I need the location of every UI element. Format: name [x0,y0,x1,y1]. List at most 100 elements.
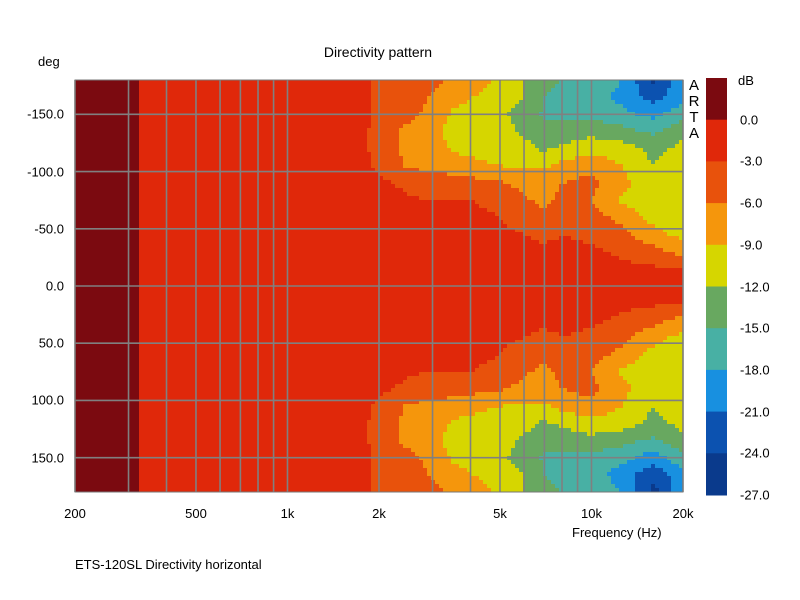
heatmap-cell [111,104,116,109]
heatmap-cell [103,120,108,125]
heatmap-cell [287,152,292,157]
heatmap-cell [671,148,676,153]
heatmap-cell [643,160,648,165]
heatmap-cell [187,164,192,169]
heatmap-cell [607,124,612,129]
heatmap-cell [235,80,240,85]
heatmap-cell [563,184,568,189]
heatmap-cell [335,156,340,161]
heatmap-cell [435,180,440,185]
heatmap-cell [347,188,352,193]
heatmap-cell [247,188,252,193]
heatmap-cell [383,116,388,121]
heatmap-cell [123,156,128,161]
heatmap-cell [355,108,360,113]
heatmap-cell [79,120,84,125]
heatmap-cell [243,184,248,189]
heatmap-cell [99,156,104,161]
heatmap-cell [323,180,328,185]
heatmap-cell [83,152,88,157]
heatmap-cell [283,160,288,165]
heatmap-cell [75,160,80,165]
heatmap-cell [615,124,620,129]
heatmap-cell [487,168,492,173]
heatmap-cell [467,184,472,189]
heatmap-cell [199,148,204,153]
heatmap-cell [119,188,124,193]
heatmap-cell [91,132,96,137]
heatmap-cell [179,156,184,161]
heatmap-cell [103,200,108,205]
heatmap-cell [131,140,136,145]
heatmap-cell [675,168,680,173]
heatmap-cell [299,176,304,181]
heatmap-cell [455,192,460,197]
heatmap-cell [671,144,676,149]
heatmap-cell [515,104,520,109]
heatmap-cell [359,132,364,137]
heatmap-cell [399,144,404,149]
heatmap-cell [471,124,476,129]
heatmap-cell [307,96,312,101]
heatmap-cell [303,148,308,153]
heatmap-cell [171,204,176,209]
heatmap-cell [159,148,164,153]
heatmap-cell [371,88,376,93]
heatmap-cell [479,180,484,185]
heatmap-cell [243,88,248,93]
heatmap-cell [483,192,488,197]
heatmap-cell [447,120,452,125]
heatmap-cell [219,100,224,105]
heatmap-cell [183,196,188,201]
heatmap-cell [147,104,152,109]
heatmap-cell [591,168,596,173]
heatmap-cell [363,148,368,153]
heatmap-cell [227,192,232,197]
heatmap-cell [103,172,108,177]
heatmap-cell [655,136,660,141]
heatmap-cell [311,120,316,125]
heatmap-cell [251,168,256,173]
heatmap-cell [335,132,340,137]
heatmap-cell [319,204,324,209]
heatmap-cell [359,188,364,193]
heatmap-cell [367,184,372,189]
heatmap-cell [227,204,232,209]
heatmap-cell [643,124,648,129]
heatmap-cell [679,92,684,97]
heatmap-cell [159,164,164,169]
heatmap-cell [359,128,364,133]
heatmap-cell [679,172,684,177]
heatmap-cell [523,164,528,169]
heatmap-cell [79,152,84,157]
heatmap-cell [247,156,252,161]
heatmap-cell [375,156,380,161]
heatmap-cell [515,96,520,101]
heatmap-cell [395,88,400,93]
heatmap-cell [283,156,288,161]
heatmap-cell [123,196,128,201]
heatmap-cell [335,184,340,189]
heatmap-cell [75,156,80,161]
heatmap-cell [655,108,660,113]
heatmap-cell [139,124,144,129]
heatmap-cell [411,132,416,137]
heatmap-cell [655,116,660,121]
heatmap-cell [75,188,80,193]
heatmap-cell [499,92,504,97]
heatmap-cell [571,136,576,141]
heatmap-cell [679,144,684,149]
heatmap-cell [471,100,476,105]
heatmap-cell [567,196,572,201]
heatmap-cell [459,96,464,101]
heatmap-cell [175,152,180,157]
heatmap-cell [355,120,360,125]
heatmap-cell [479,148,484,153]
heatmap-cell [427,208,432,213]
heatmap-cell [123,140,128,145]
heatmap-cell [91,196,96,201]
heatmap-cell [511,88,516,93]
heatmap-cell [407,96,412,101]
heatmap-cell [111,144,116,149]
heatmap-cell [411,176,416,181]
